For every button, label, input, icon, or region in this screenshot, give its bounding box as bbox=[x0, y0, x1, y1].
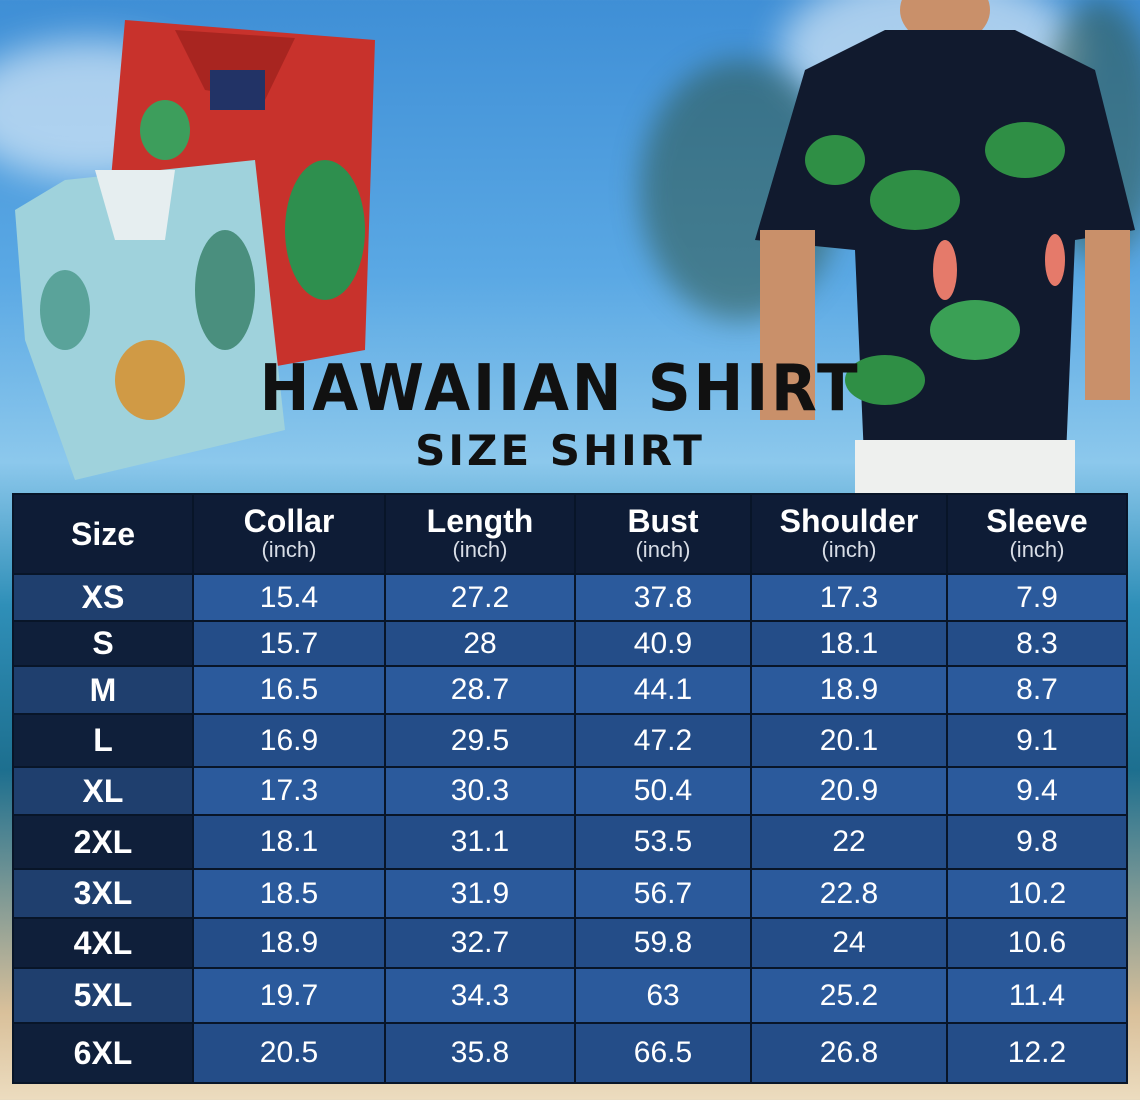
cell-collar: 20.5 bbox=[192, 1022, 386, 1084]
cell-size: S bbox=[12, 620, 194, 667]
cell-collar: 16.9 bbox=[192, 713, 386, 768]
cell-bust: 47.2 bbox=[574, 713, 752, 768]
table-row: XL 17.3 30.3 50.4 20.9 9.4 bbox=[12, 766, 1128, 816]
cell-collar: 18.1 bbox=[192, 814, 386, 870]
table-row: L 16.9 29.5 47.2 20.1 9.1 bbox=[12, 713, 1128, 768]
header-unit: (inch) bbox=[635, 537, 691, 562]
table-row: M 16.5 28.7 44.1 18.9 8.7 bbox=[12, 665, 1128, 715]
header-label: Size bbox=[70, 516, 136, 552]
header-length: Length (inch) bbox=[384, 493, 576, 575]
cell-sleeve: 10.2 bbox=[946, 868, 1128, 919]
cell-size: XS bbox=[12, 573, 194, 622]
cell-shoulder: 17.3 bbox=[750, 573, 948, 622]
cell-size: 4XL bbox=[12, 917, 194, 969]
cell-length: 27.2 bbox=[384, 573, 576, 622]
cell-collar: 18.5 bbox=[192, 868, 386, 919]
table-row: 5XL 19.7 34.3 63 25.2 11.4 bbox=[12, 967, 1128, 1024]
cell-length: 29.5 bbox=[384, 713, 576, 768]
cell-size: 3XL bbox=[12, 868, 194, 919]
cell-sleeve: 7.9 bbox=[946, 573, 1128, 622]
cell-sleeve: 8.3 bbox=[946, 620, 1128, 667]
cell-shoulder: 20.1 bbox=[750, 713, 948, 768]
cell-length: 34.3 bbox=[384, 967, 576, 1024]
cell-shoulder: 22.8 bbox=[750, 868, 948, 919]
header-unit: (inch) bbox=[261, 537, 317, 562]
cell-collar: 15.4 bbox=[192, 573, 386, 622]
table-header-row: Size Collar (inch) Length (inch) Bust (inch… bbox=[12, 493, 1128, 575]
header-unit: (inch) bbox=[1009, 537, 1065, 562]
page-title: HAWAIIAN SHIRT bbox=[259, 352, 861, 426]
cell-size: 6XL bbox=[12, 1022, 194, 1084]
cell-bust: 59.8 bbox=[574, 917, 752, 969]
page-subtitle: SIZE SHIRT bbox=[415, 426, 705, 475]
cell-shoulder: 18.9 bbox=[750, 665, 948, 715]
cell-size: M bbox=[12, 665, 194, 715]
cell-length: 28 bbox=[384, 620, 576, 667]
cell-shoulder: 18.1 bbox=[750, 620, 948, 667]
cell-size: L bbox=[12, 713, 194, 768]
table-row: 6XL 20.5 35.8 66.5 26.8 12.2 bbox=[12, 1022, 1128, 1084]
cell-sleeve: 8.7 bbox=[946, 665, 1128, 715]
header-label: Collar bbox=[243, 503, 335, 539]
cell-length: 31.9 bbox=[384, 868, 576, 919]
model-shirt-image bbox=[755, 0, 1135, 495]
table-row: 2XL 18.1 31.1 53.5 22 9.8 bbox=[12, 814, 1128, 870]
header-sleeve: Sleeve (inch) bbox=[946, 493, 1128, 575]
header-collar: Collar (inch) bbox=[192, 493, 386, 575]
cell-shoulder: 20.9 bbox=[750, 766, 948, 816]
cell-sleeve: 9.8 bbox=[946, 814, 1128, 870]
cell-bust: 50.4 bbox=[574, 766, 752, 816]
table-row: 3XL 18.5 31.9 56.7 22.8 10.2 bbox=[12, 868, 1128, 919]
cell-shoulder: 25.2 bbox=[750, 967, 948, 1024]
header-unit: (inch) bbox=[452, 537, 508, 562]
cell-bust: 40.9 bbox=[574, 620, 752, 667]
header-label: Shoulder bbox=[779, 503, 919, 539]
cell-bust: 56.7 bbox=[574, 868, 752, 919]
cell-size: XL bbox=[12, 766, 194, 816]
header-size: Size bbox=[12, 493, 194, 575]
table-row: S 15.7 28 40.9 18.1 8.3 bbox=[12, 620, 1128, 667]
cell-sleeve: 9.4 bbox=[946, 766, 1128, 816]
cell-collar: 18.9 bbox=[192, 917, 386, 969]
cell-bust: 37.8 bbox=[574, 573, 752, 622]
table-row: XS 15.4 27.2 37.8 17.3 7.9 bbox=[12, 573, 1128, 622]
cell-length: 31.1 bbox=[384, 814, 576, 870]
size-table: Size Collar (inch) Length (inch) Bust (inch… bbox=[12, 493, 1128, 1084]
header-label: Bust bbox=[627, 503, 699, 539]
cell-collar: 16.5 bbox=[192, 665, 386, 715]
cell-bust: 63 bbox=[574, 967, 752, 1024]
cell-collar: 19.7 bbox=[192, 967, 386, 1024]
cell-length: 32.7 bbox=[384, 917, 576, 969]
cell-shoulder: 26.8 bbox=[750, 1022, 948, 1084]
cell-shoulder: 22 bbox=[750, 814, 948, 870]
cell-bust: 66.5 bbox=[574, 1022, 752, 1084]
table-body: XS 15.4 27.2 37.8 17.3 7.9 S 15.7 28 40.9 18.1 8.3 M… bbox=[12, 573, 1128, 1084]
cell-sleeve: 12.2 bbox=[946, 1022, 1128, 1084]
cell-bust: 53.5 bbox=[574, 814, 752, 870]
header-bust: Bust (inch) bbox=[574, 493, 752, 575]
folded-shirts-image bbox=[15, 20, 375, 480]
table-row: 4XL 18.9 32.7 59.8 24 10.6 bbox=[12, 917, 1128, 969]
cell-bust: 44.1 bbox=[574, 665, 752, 715]
cell-sleeve: 9.1 bbox=[946, 713, 1128, 768]
cell-size: 5XL bbox=[12, 967, 194, 1024]
cell-sleeve: 11.4 bbox=[946, 967, 1128, 1024]
cell-collar: 17.3 bbox=[192, 766, 386, 816]
cell-length: 28.7 bbox=[384, 665, 576, 715]
cell-length: 30.3 bbox=[384, 766, 576, 816]
header-shoulder: Shoulder (inch) bbox=[750, 493, 948, 575]
cell-shoulder: 24 bbox=[750, 917, 948, 969]
cell-collar: 15.7 bbox=[192, 620, 386, 667]
cell-length: 35.8 bbox=[384, 1022, 576, 1084]
header-label: Sleeve bbox=[986, 503, 1088, 539]
cell-size: 2XL bbox=[12, 814, 194, 870]
cell-sleeve: 10.6 bbox=[946, 917, 1128, 969]
header-unit: (inch) bbox=[821, 537, 877, 562]
header-label: Length bbox=[426, 503, 534, 539]
